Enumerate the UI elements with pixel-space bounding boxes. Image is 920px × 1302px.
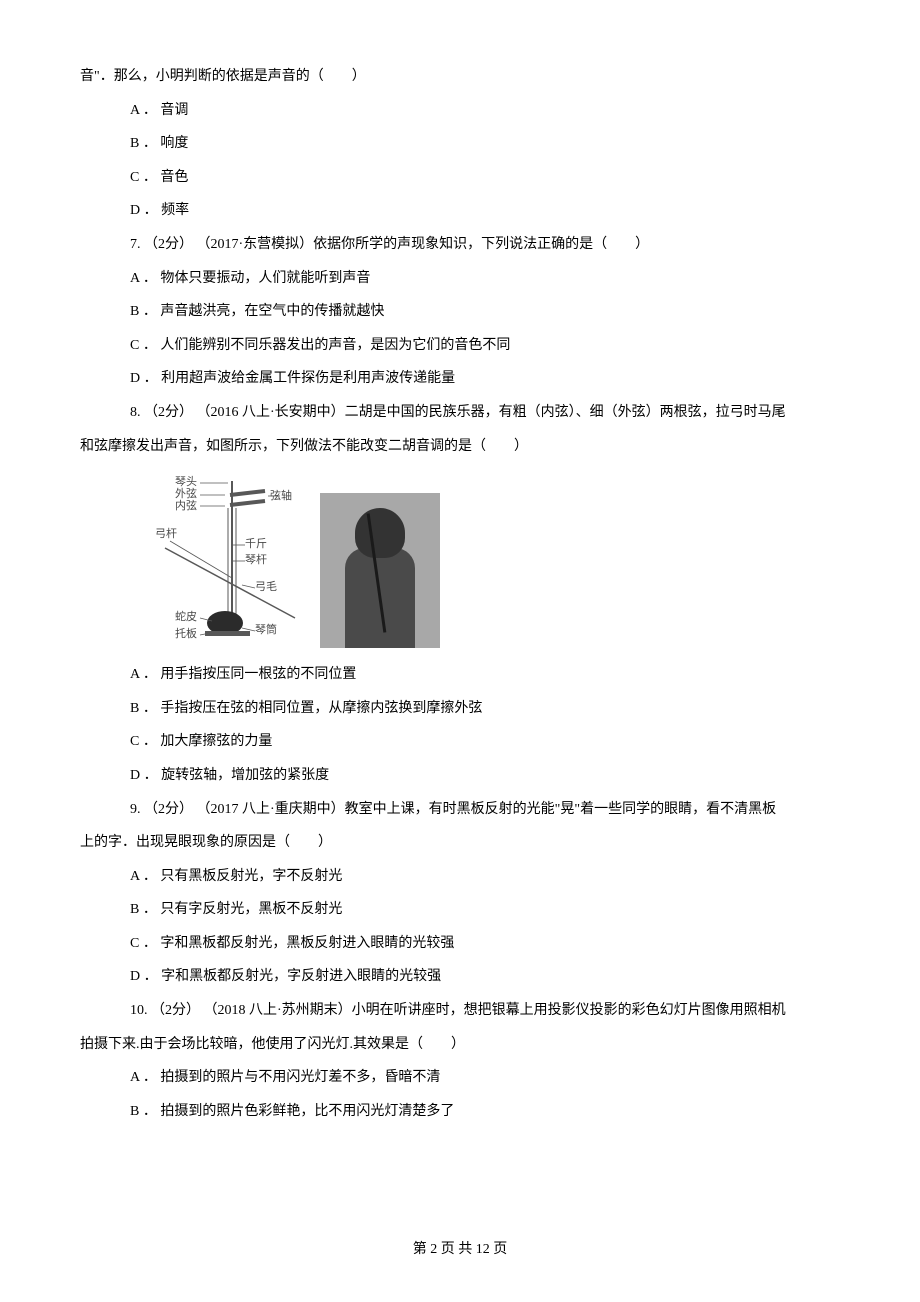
q6-option-d: D ． 频率 — [80, 194, 840, 228]
label-tuoban: 托板 — [175, 628, 197, 641]
q6-continue: 音"．那么，小明判断的依据是声音的（ ） — [80, 60, 840, 94]
q9-text-2: 上的字．出现晃眼现象的原因是（ ） — [80, 826, 840, 860]
q7-option-b: B ． 声音越洪亮，在空气中的传播就越快 — [80, 295, 840, 329]
q9-text-1: 9. （2分） （2017 八上·重庆期中）教室中上课，有时黑板反射的光能"晃"… — [80, 793, 840, 827]
q10-text-2: 拍摄下来.由于会场比较暗，他使用了闪光灯.其效果是（ ） — [80, 1028, 840, 1062]
label-qingan: 琴杆 — [245, 554, 267, 567]
q9-option-d: D ． 字和黑板都反射光，字反射进入眼睛的光较强 — [80, 960, 840, 994]
q10-text-1: 10. （2分） （2018 八上·苏州期末）小明在听讲座时，想把银幕上用投影仪… — [80, 994, 840, 1028]
label-xianzhou: 弦轴 — [270, 490, 292, 503]
erhu-diagram: 琴头 外弦 内弦 弦轴 弓杆 千斤 琴杆 弓毛 蛇皮 托板 琴筒 — [160, 473, 300, 648]
q10-option-b: B ． 拍摄到的照片色彩鲜艳，比不用闪光灯清楚多了 — [80, 1095, 840, 1129]
q9-option-b: B ． 只有字反射光，黑板不反射光 — [80, 893, 840, 927]
erhu-photo — [320, 493, 440, 648]
label-qianjin: 千斤 — [245, 538, 267, 551]
label-shepi: 蛇皮 — [175, 611, 197, 624]
q10-option-a: A ． 拍摄到的照片与不用闪光灯差不多，昏暗不清 — [80, 1061, 840, 1095]
q6-option-b: B ． 响度 — [80, 127, 840, 161]
q7-option-c: C ． 人们能辨别不同乐器发出的声音，是因为它们的音色不同 — [80, 329, 840, 363]
label-qintong: 琴筒 — [255, 624, 277, 637]
page-content: 音"．那么，小明判断的依据是声音的（ ） A ． 音调 B ． 响度 C ． 音… — [80, 60, 840, 1128]
q7-option-a: A ． 物体只要振动，人们就能听到声音 — [80, 262, 840, 296]
q6-option-c: C ． 音色 — [80, 161, 840, 195]
q8-text-1: 8. （2分） （2016 八上·长安期中）二胡是中国的民族乐器，有粗（内弦）、… — [80, 396, 840, 430]
label-gongmao: 弓毛 — [255, 581, 277, 594]
q8-option-c: C ． 加大摩擦弦的力量 — [80, 725, 840, 759]
q9-option-a: A ． 只有黑板反射光，字不反射光 — [80, 860, 840, 894]
q8-option-a: A ． 用手指按压同一根弦的不同位置 — [80, 658, 840, 692]
label-neixian: 内弦 — [175, 500, 197, 513]
q7-option-d: D ． 利用超声波给金属工件探伤是利用声波传递能量 — [80, 362, 840, 396]
q8-text-2: 和弦摩擦发出声音，如图所示，下列做法不能改变二胡音调的是（ ） — [80, 430, 840, 464]
q8-option-d: D ． 旋转弦轴，增加弦的紧张度 — [80, 759, 840, 793]
q7-text: 7. （2分） （2017·东营模拟）依据你所学的声现象知识，下列说法正确的是（… — [80, 228, 840, 262]
label-gonggan: 弓杆 — [155, 528, 177, 541]
q9-option-c: C ． 字和黑板都反射光，黑板反射进入眼睛的光较强 — [80, 927, 840, 961]
q8-option-b: B ． 手指按压在弦的相同位置，从摩擦内弦换到摩擦外弦 — [80, 692, 840, 726]
q6-option-a: A ． 音调 — [80, 94, 840, 128]
q8-figure: 琴头 外弦 内弦 弦轴 弓杆 千斤 琴杆 弓毛 蛇皮 托板 琴筒 — [160, 473, 840, 648]
page-footer: 第 2 页 共 12 页 — [0, 1233, 920, 1267]
